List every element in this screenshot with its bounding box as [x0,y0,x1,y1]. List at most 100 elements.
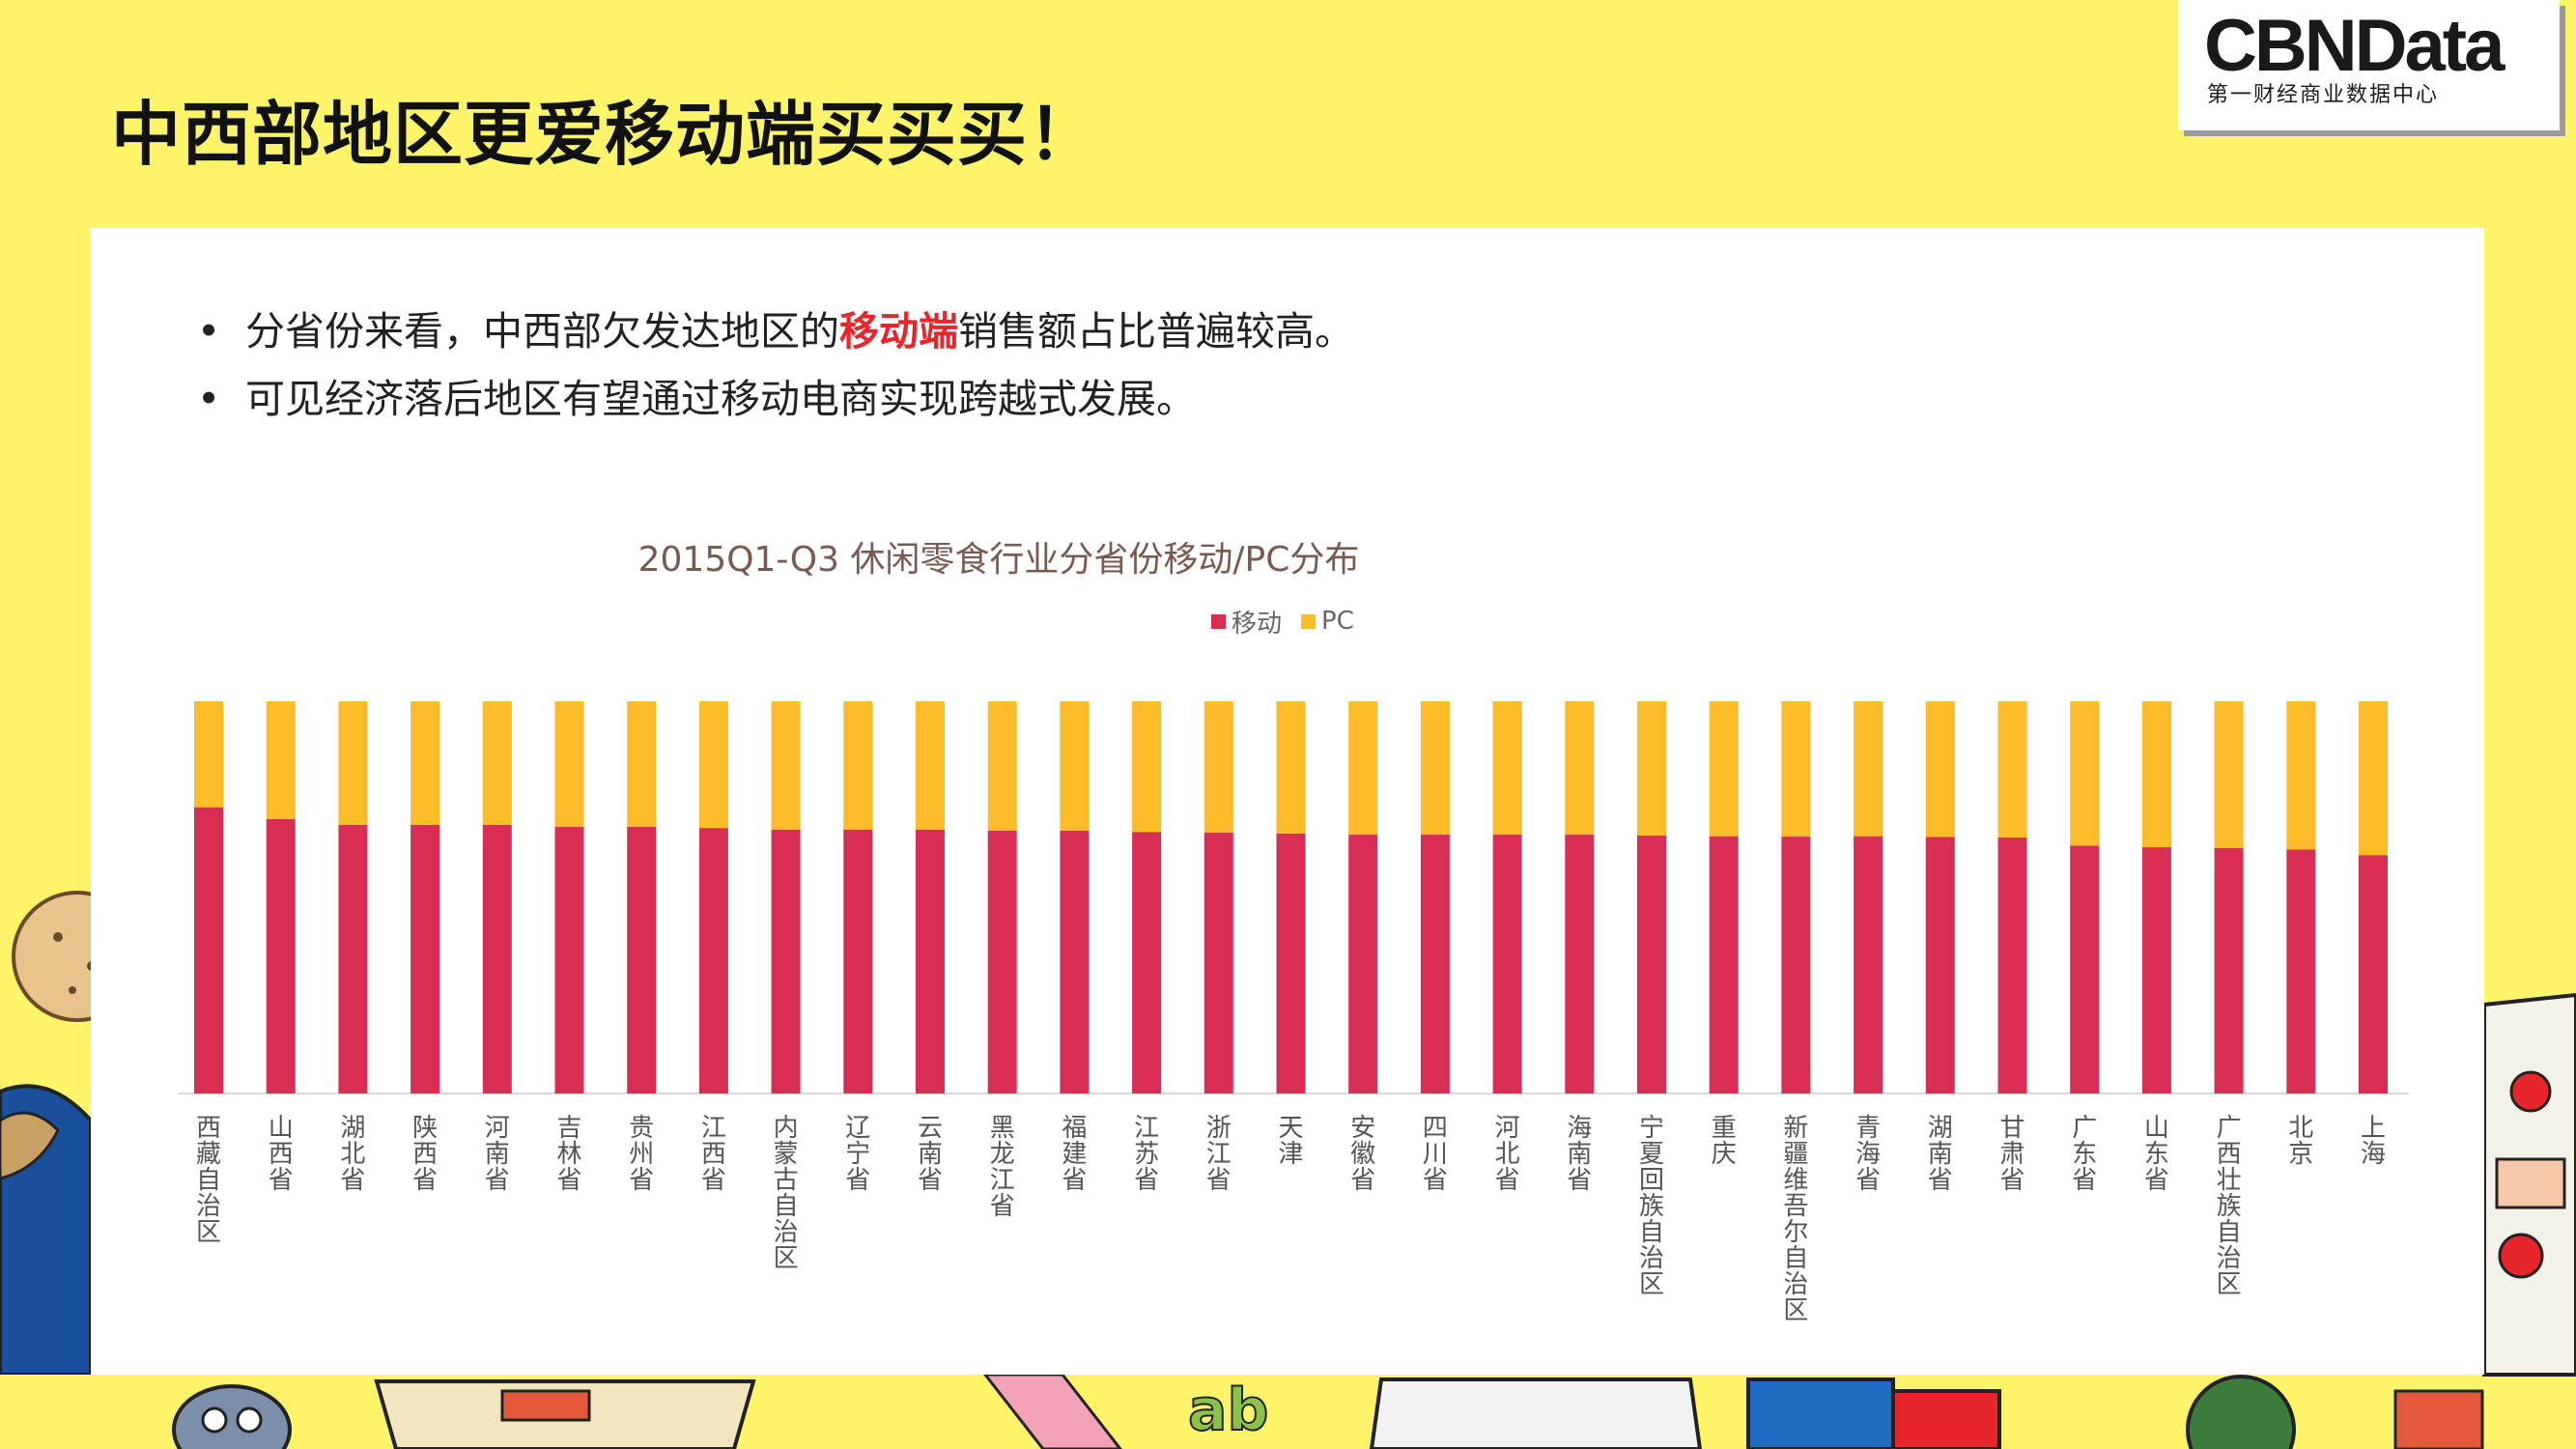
bar-mobile [1348,835,1378,1094]
bar-pc [410,701,440,825]
bar-mobile [1925,837,1955,1094]
logo-tagline: 第一财经商业数据中心 [2207,83,2440,107]
bar-mobile [1276,833,1306,1094]
bar-mobile [338,824,368,1094]
x-tick-label: 北京 [2288,1114,2313,1169]
x-tick-label: 江西省 [701,1114,726,1195]
bar-mobile [194,807,223,1094]
bar-mobile [1492,835,1522,1094]
legend-swatch-pc [1301,613,1316,629]
logo-wordmark: CBNData [2204,5,2505,87]
bar-pc [1997,701,2027,838]
brand-logo: CBNData 第一财经商业数据中心 [2178,0,2560,130]
bar-pc [771,701,801,830]
bar-pc [1132,701,1162,833]
bar-mobile [987,830,1017,1094]
bullet-dot: • [197,308,221,355]
legend-item-mobile: 移动 [1211,604,1282,639]
bar-pc [1060,701,1090,831]
x-tick-label: 广东省 [2072,1114,2097,1195]
x-tick-label: 上海 [2361,1114,2386,1169]
bar-mobile [1060,830,1090,1094]
bar-pc [1637,701,1666,836]
bar-mobile [1420,835,1450,1094]
x-tick-label: 江苏省 [1134,1114,1159,1195]
bar-pc [1492,701,1522,836]
bar-pc [843,701,873,830]
bar-pc [1203,701,1233,834]
bar-pc [1925,701,1955,838]
x-tick-label: 天津 [1278,1114,1303,1169]
bar-mobile [1709,836,1739,1094]
chip-bag-illustration [1369,1378,1703,1449]
bar-pc [698,701,728,829]
x-tick-label: 西藏自治区 [196,1114,221,1247]
x-tick-label: 浙江省 [1206,1114,1231,1195]
x-tick-label: 青海省 [1855,1114,1881,1195]
x-tick-label: 新疆维吾尔自治区 [1783,1114,1808,1325]
bar-mobile [2214,847,2244,1094]
bullet-text-suffix: 销售额占比普遍较高。 [958,308,1354,355]
legend-item-pc: PC [1301,607,1354,636]
bar-pc [1781,701,1811,838]
bar-pc [1565,701,1595,836]
bar-mobile [1132,832,1162,1094]
content-panel: • 分省份来看，中西部欠发达地区的移动端销售额占比普遍较高。 • 可见经济落后地区有… [91,228,2484,1375]
x-tick-label: 福建省 [1062,1114,1087,1195]
bar-pc [1276,701,1306,834]
bar-pc [1420,701,1450,836]
legend-swatch-mobile [1211,613,1226,629]
bullet-item: • 分省份来看，中西部欠发达地区的移动端销售额占比普遍较高。 [197,298,1354,365]
bar-pc [2214,701,2244,848]
bar-mobile [2070,845,2100,1094]
legend-label-mobile: 移动 [1231,609,1283,639]
chart-title: 2015Q1-Q3 休闲零食行业分省份移动/PC分布 [637,540,1360,580]
bar-mobile [1854,836,1883,1094]
bar-pc [2070,701,2100,846]
bar-pc [338,701,368,825]
owl-illustration [172,1384,292,1449]
x-tick-label: 湖北省 [340,1114,365,1195]
bar-pc [987,701,1017,831]
x-tick-label: 海南省 [1567,1114,1592,1195]
bar-pc [194,701,223,808]
x-tick-label: 广西壮族自治区 [2217,1114,2242,1299]
x-tick-label: 湖南省 [1928,1114,1953,1195]
bar-pc [554,701,584,827]
x-tick-label: 河北省 [1495,1114,1520,1195]
bar-mobile [482,824,512,1094]
bullet-item: • 可见经济落后地区有望通过移动电商实现跨越式发展。 [197,365,1354,433]
x-tick-label: 辽宁省 [845,1114,870,1195]
x-tick-label: 黑龙江省 [990,1114,1015,1221]
x-tick-label: 吉林省 [556,1114,581,1195]
bullet-dot: • [197,376,221,422]
bar-mobile [554,826,584,1094]
bar-mobile [266,818,296,1094]
legend-label-pc: PC [1321,607,1354,636]
bar-mobile [916,829,945,1094]
chart-legend: 移动 PC [1211,604,1373,639]
bar-mobile [2286,849,2316,1094]
x-tick-label: 安徽省 [1350,1114,1375,1195]
bullet-list: • 分省份来看，中西部欠发达地区的移动端销售额占比普遍较高。 • 可见经济落后地区有… [197,298,1354,433]
svg-text:ab: ab [1188,1377,1268,1444]
x-tick-label: 贵州省 [629,1114,654,1195]
bar-pc [916,701,945,830]
bar-mobile [2359,855,2388,1094]
x-tick-label: 宁夏回族自治区 [1639,1114,1664,1299]
bar-mobile [1637,835,1666,1094]
x-tick-label: 云南省 [918,1114,943,1195]
x-tick-label: 山东省 [2144,1114,2169,1195]
bar-mobile [771,829,801,1094]
bar-mobile [1781,837,1811,1094]
bar-pc [2286,701,2316,850]
bar-pc [2359,701,2388,856]
bar-pc [1709,701,1739,837]
bar-pc [266,701,296,819]
bar-pc [1348,701,1378,836]
bar-pc [1854,701,1883,837]
bar-pc [2141,701,2171,848]
x-tick-label: 内蒙古自治区 [774,1114,799,1273]
bar-pc [482,701,512,825]
